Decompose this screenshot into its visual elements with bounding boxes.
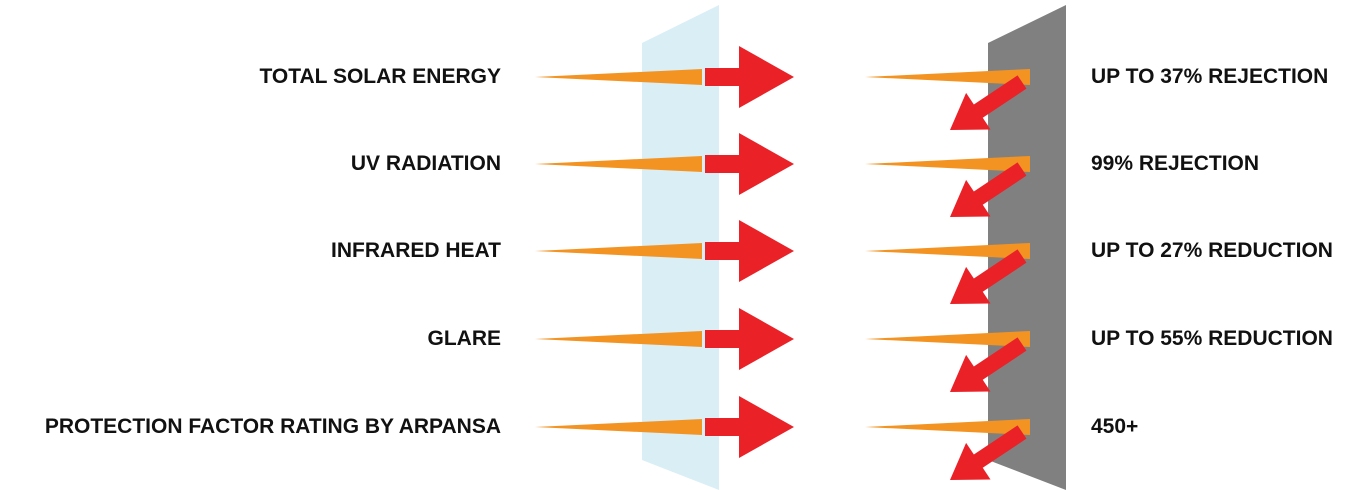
reflected-arrow xyxy=(950,249,1027,304)
reflected-arrow xyxy=(950,75,1027,130)
property-label-infrared-heat: INFRARED HEAT xyxy=(331,239,501,262)
film-incoming-ray xyxy=(865,331,1030,347)
transmitted-arrow xyxy=(705,308,794,370)
result-label-glare: UP TO 55% REDUCTION xyxy=(1091,327,1333,350)
incoming-ray xyxy=(535,156,702,172)
property-label-glare: GLARE xyxy=(427,327,502,350)
incoming-ray xyxy=(535,419,702,435)
film-incoming-ray xyxy=(865,419,1030,435)
reflected-arrow xyxy=(950,162,1027,217)
result-label-total-solar-energy: UP TO 37% REJECTION xyxy=(1091,65,1329,88)
transmitted-arrow xyxy=(705,220,794,282)
incoming-ray xyxy=(535,69,702,85)
property-label-total-solar-energy: TOTAL SOLAR ENERGY xyxy=(259,65,501,88)
transmitted-arrow xyxy=(705,133,794,195)
incoming-ray xyxy=(535,331,702,347)
transmitted-arrow xyxy=(705,396,794,458)
film-incoming-ray xyxy=(865,243,1030,259)
reflected-arrow xyxy=(950,425,1027,480)
transmitted-arrow xyxy=(705,46,794,108)
property-label-protection-factor: PROTECTION FACTOR RATING BY ARPANSA xyxy=(44,415,501,438)
result-label-infrared-heat: UP TO 27% REDUCTION xyxy=(1091,239,1333,262)
property-label-uv-radiation: UV RADIATION xyxy=(350,152,501,175)
film-incoming-ray xyxy=(865,69,1030,85)
result-label-protection-factor: 450+ xyxy=(1091,415,1139,438)
incoming-ray xyxy=(535,243,702,259)
result-label-uv-radiation: 99% REJECTION xyxy=(1091,152,1260,175)
ray-layer xyxy=(535,46,1030,480)
reflected-arrow xyxy=(950,337,1027,392)
film-incoming-ray xyxy=(865,156,1030,172)
